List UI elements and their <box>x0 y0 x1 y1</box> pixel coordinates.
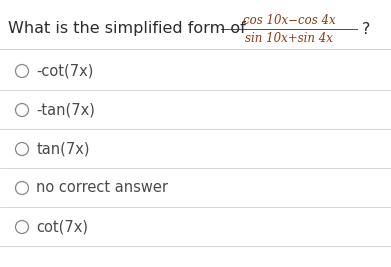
Text: tan(7x): tan(7x) <box>36 142 90 156</box>
Text: cos 10x−cos 4x: cos 10x−cos 4x <box>243 14 335 26</box>
Text: ?: ? <box>362 22 370 37</box>
Text: sin 10x+sin 4x: sin 10x+sin 4x <box>245 32 333 45</box>
Text: no correct answer: no correct answer <box>36 180 169 195</box>
Text: What is the simplified form of: What is the simplified form of <box>8 22 246 37</box>
Text: -cot(7x): -cot(7x) <box>36 64 94 78</box>
Text: cot(7x): cot(7x) <box>36 219 88 234</box>
Text: -tan(7x): -tan(7x) <box>36 103 95 117</box>
